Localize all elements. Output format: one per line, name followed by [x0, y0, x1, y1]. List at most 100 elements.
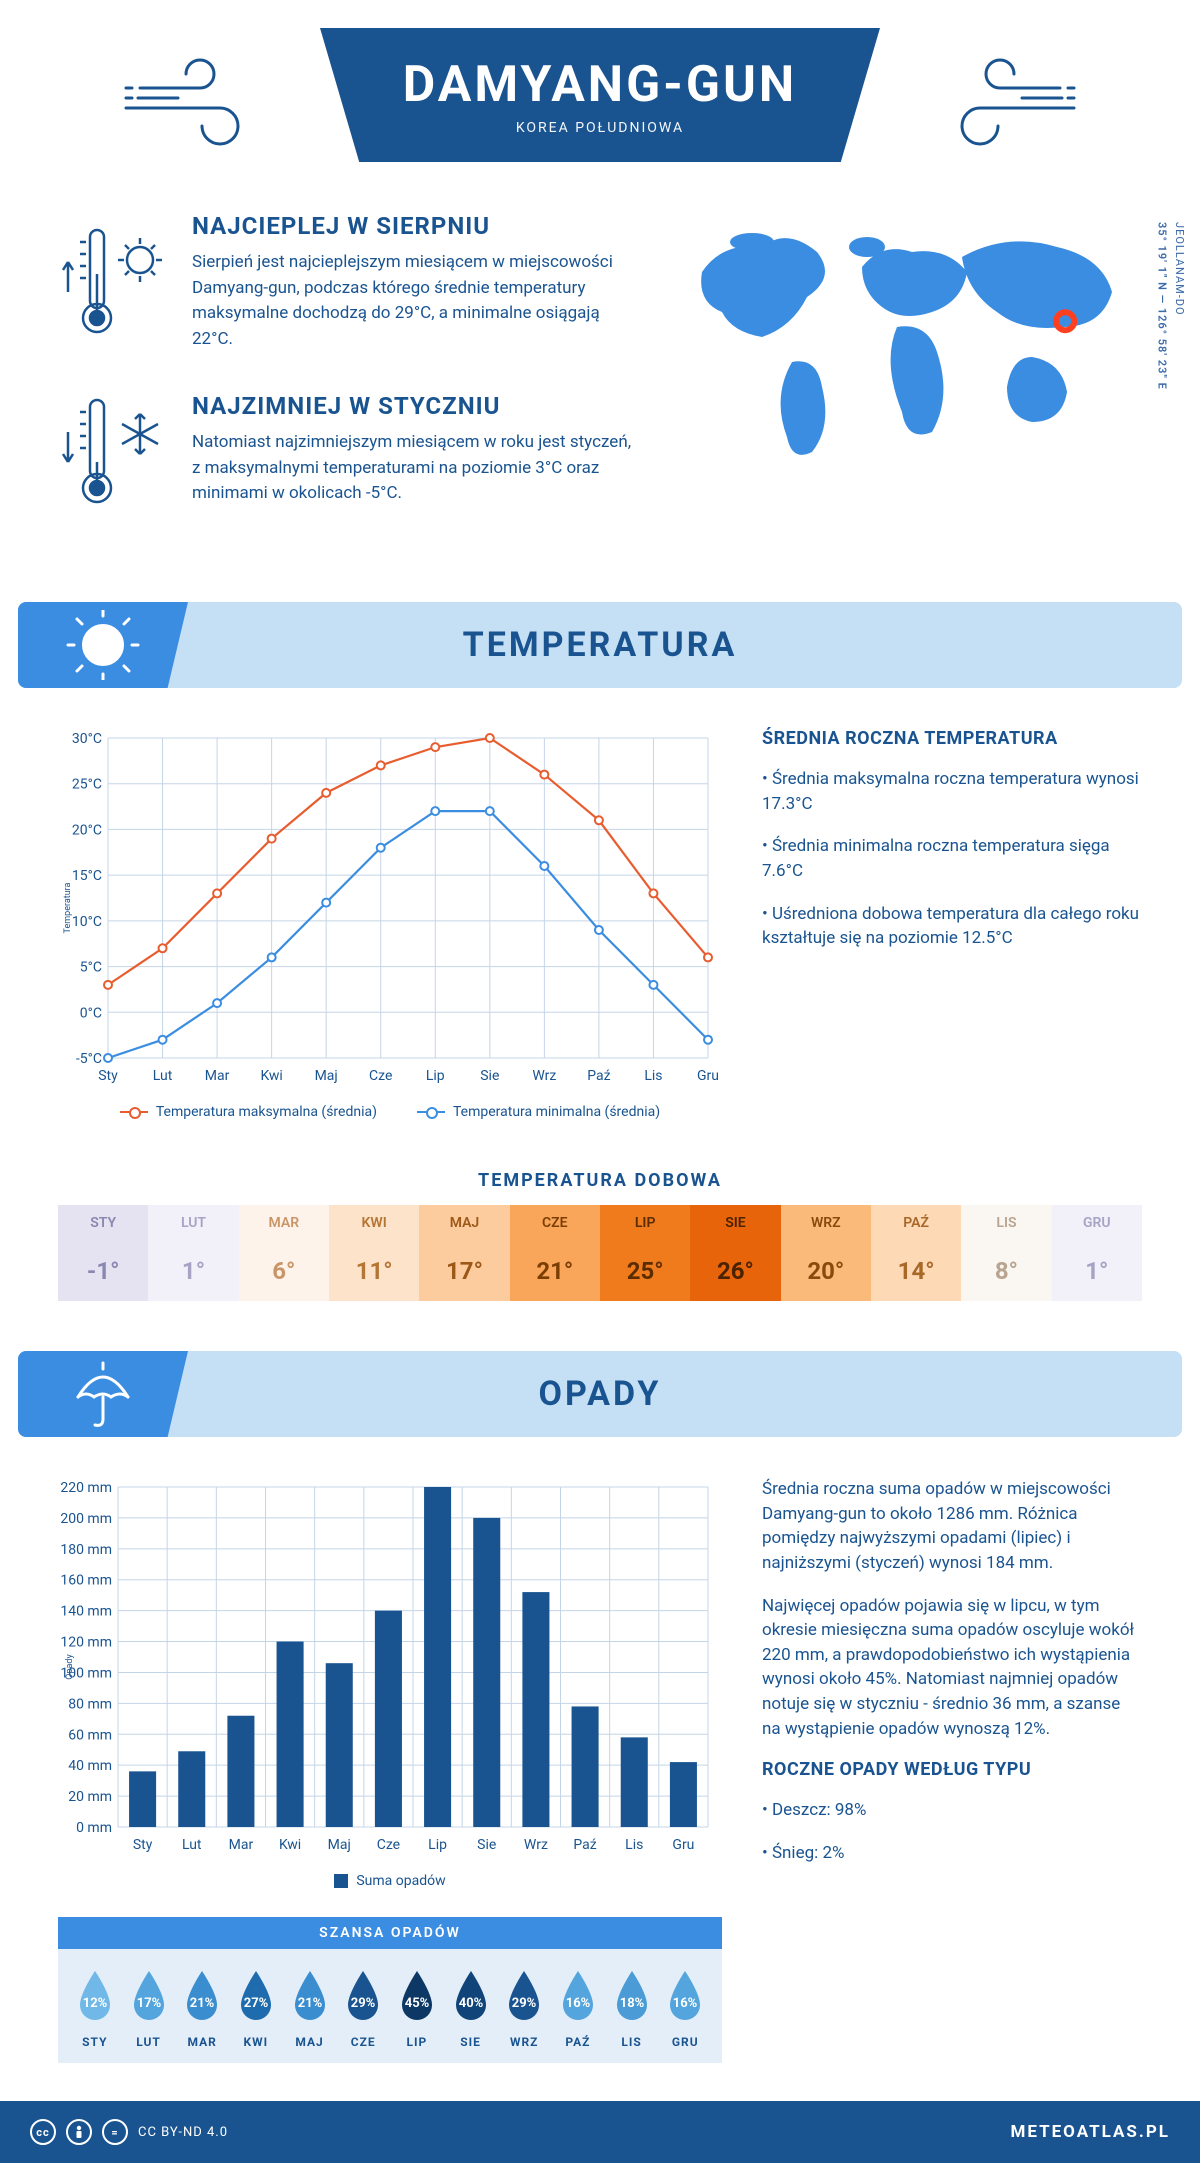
- svg-text:Temperatura: Temperatura: [63, 882, 73, 933]
- chance-cell: 21% MAR: [175, 1967, 229, 2049]
- coldest-block: NAJZIMNIEJ W STYCZNIU Natomiast najzimni…: [58, 392, 632, 512]
- svg-text:Gru: Gru: [697, 1068, 718, 1084]
- svg-text:Lip: Lip: [426, 1068, 445, 1084]
- svg-text:Maj: Maj: [328, 1837, 351, 1853]
- temperature-title: TEMPERATURA: [188, 625, 1012, 665]
- svg-text:Sie: Sie: [480, 1068, 499, 1084]
- svg-text:18%: 18%: [619, 1996, 644, 2011]
- warmest-title: NAJCIEPLEJ W SIERPNIU: [192, 212, 632, 240]
- svg-text:0°C: 0°C: [80, 1005, 102, 1021]
- raindrop-icon: 29%: [501, 1967, 547, 2023]
- svg-text:Lis: Lis: [625, 1837, 643, 1853]
- precip-info-para: Średnia roczna suma opadów w miejscowośc…: [762, 1477, 1142, 1576]
- raindrop-icon: 27%: [233, 1967, 279, 2023]
- precip-info-para: Najwięcej opadów pojawia się w lipcu, w …: [762, 1594, 1142, 1742]
- chance-cell: 29% CZE: [336, 1967, 390, 2049]
- svg-text:Paź: Paź: [573, 1837, 596, 1853]
- raindrop-icon: 16%: [555, 1967, 601, 2023]
- chance-cell: 27% KWI: [229, 1967, 283, 2049]
- site-name: METEOATLAS.PL: [1010, 2122, 1170, 2142]
- chance-cell: 45% LIP: [390, 1967, 444, 2049]
- svg-text:Opady: Opady: [65, 1654, 75, 1680]
- svg-text:10°C: 10°C: [72, 914, 102, 930]
- raindrop-icon: 21%: [287, 1967, 333, 2023]
- title-banner: DAMYANG-GUN KOREA POŁUDNIOWA: [320, 28, 880, 162]
- svg-text:60 mm: 60 mm: [68, 1727, 112, 1743]
- umbrella-icon: [63, 1359, 143, 1429]
- svg-text:Sie: Sie: [477, 1837, 496, 1853]
- page-title: DAMYANG-GUN: [400, 56, 800, 114]
- header: DAMYANG-GUN KOREA POŁUDNIOWA: [18, 18, 1182, 162]
- svg-text:Kwi: Kwi: [260, 1068, 282, 1084]
- precip-type-item: • Deszcz: 98%: [762, 1798, 1142, 1823]
- temperature-line-chart: -5°C0°C5°C10°C15°C20°C25°C30°CStyLutMarK…: [58, 728, 718, 1088]
- svg-text:30°C: 30°C: [72, 731, 102, 747]
- precip-title: OPADY: [188, 1374, 1012, 1414]
- thermometer-snow-icon: [58, 392, 168, 512]
- daily-temp-cell: MAJ 17°: [419, 1205, 509, 1301]
- svg-text:140 mm: 140 mm: [60, 1604, 112, 1620]
- page-subtitle: KOREA POŁUDNIOWA: [400, 120, 800, 136]
- daily-temp-table: STY -1° LUT 1° MAR 6° KWI 11° MAJ 17° CZ…: [18, 1205, 1182, 1301]
- precip-bar-chart: 0 mm20 mm40 mm60 mm80 mm100 mm120 mm140 …: [58, 1477, 718, 1857]
- precip-info: Średnia roczna suma opadów w miejscowośc…: [762, 1477, 1142, 2063]
- sun-icon: [63, 610, 143, 680]
- warmest-block: NAJCIEPLEJ W SIERPNIU Sierpień jest najc…: [58, 212, 632, 352]
- svg-text:Wrz: Wrz: [524, 1837, 548, 1853]
- chance-cell: 40% SIE: [444, 1967, 498, 2049]
- temperature-info: ŚREDNIA ROCZNA TEMPERATURA • Średnia mak…: [762, 728, 1142, 1120]
- chance-cell: 18% LIS: [605, 1967, 659, 2049]
- temp-info-item: • Średnia minimalna roczna temperatura s…: [762, 834, 1142, 883]
- raindrop-icon: 18%: [609, 1967, 655, 2023]
- chance-cell: 29% WRZ: [497, 1967, 551, 2049]
- license: cc = CC BY-ND 4.0: [30, 2119, 228, 2145]
- daily-temp-cell: WRZ 20°: [781, 1205, 871, 1301]
- svg-text:Cze: Cze: [377, 1837, 400, 1853]
- svg-text:5°C: 5°C: [80, 960, 102, 976]
- chance-cell: 17% LUT: [122, 1967, 176, 2049]
- daily-temp-cell: CZE 21°: [510, 1205, 600, 1301]
- svg-text:Mar: Mar: [229, 1837, 254, 1853]
- coldest-body: Natomiast najzimniejszym miesiącem w rok…: [192, 430, 632, 507]
- svg-text:Maj: Maj: [315, 1068, 338, 1084]
- raindrop-icon: 29%: [340, 1967, 386, 2023]
- svg-text:29%: 29%: [351, 1996, 376, 2011]
- thermometer-sun-icon: [58, 212, 168, 352]
- svg-text:15°C: 15°C: [72, 868, 102, 884]
- svg-text:0 mm: 0 mm: [76, 1820, 112, 1836]
- temperature-legend: Temperatura maksymalna (średnia) Tempera…: [58, 1104, 722, 1120]
- world-map: JEOLLANAM-DO 35° 19' 1" N — 126° 58' 23"…: [662, 212, 1142, 552]
- svg-text:Lip: Lip: [428, 1837, 447, 1853]
- svg-text:Lut: Lut: [153, 1068, 173, 1084]
- daily-temp-cell: LIS 8°: [961, 1205, 1051, 1301]
- nd-icon: =: [102, 2119, 128, 2145]
- by-icon: [66, 2119, 92, 2145]
- svg-text:Sty: Sty: [98, 1068, 118, 1084]
- footer: cc = CC BY-ND 4.0 METEOATLAS.PL: [0, 2101, 1200, 2163]
- svg-text:Wrz: Wrz: [532, 1068, 556, 1084]
- precip-type-item: • Śnieg: 2%: [762, 1841, 1142, 1866]
- svg-text:200 mm: 200 mm: [60, 1511, 112, 1527]
- wind-icon-left: [120, 38, 280, 158]
- svg-text:Gru: Gru: [672, 1837, 694, 1853]
- precip-section-header: OPADY: [18, 1351, 1182, 1437]
- svg-text:25°C: 25°C: [72, 777, 102, 793]
- svg-text:21%: 21%: [297, 1996, 322, 2011]
- daily-temp-cell: SIE 26°: [690, 1205, 780, 1301]
- daily-temp-cell: STY -1°: [58, 1205, 148, 1301]
- svg-text:120 mm: 120 mm: [60, 1635, 112, 1651]
- svg-text:40 mm: 40 mm: [68, 1758, 112, 1774]
- svg-text:21%: 21%: [190, 1996, 215, 2011]
- svg-text:220 mm: 220 mm: [60, 1480, 112, 1496]
- svg-text:45%: 45%: [405, 1996, 430, 2011]
- svg-text:20°C: 20°C: [72, 822, 102, 838]
- svg-text:Paź: Paź: [587, 1068, 610, 1084]
- svg-text:29%: 29%: [512, 1996, 537, 2011]
- svg-text:27%: 27%: [244, 1996, 269, 2011]
- chance-cell: 16% PAŹ: [551, 1967, 605, 2049]
- svg-text:20 mm: 20 mm: [68, 1789, 112, 1805]
- svg-text:40%: 40%: [458, 1996, 483, 2011]
- raindrop-icon: 21%: [179, 1967, 225, 2023]
- svg-text:Lut: Lut: [182, 1837, 202, 1853]
- temp-info-item: • Uśredniona dobowa temperatura dla całe…: [762, 902, 1142, 951]
